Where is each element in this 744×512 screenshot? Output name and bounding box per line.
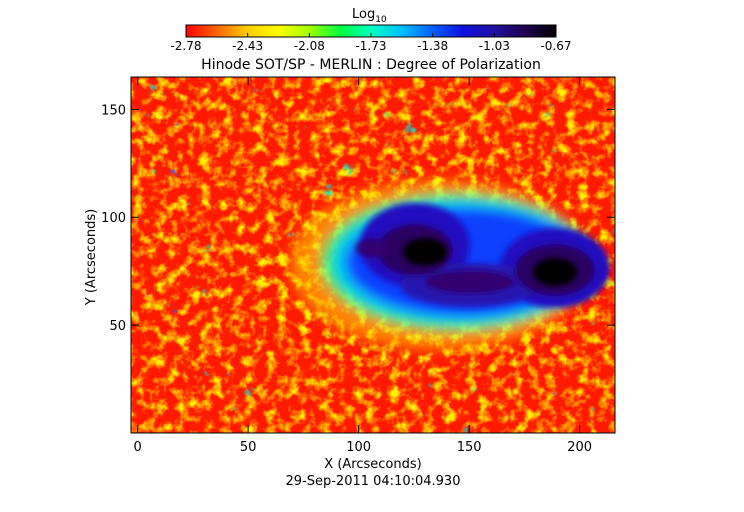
colorbar-tick-label: -1.38 bbox=[417, 39, 448, 53]
x-tick-label: 0 bbox=[133, 440, 141, 455]
y-tick-label: 150 bbox=[101, 103, 126, 118]
x-tick-label: 150 bbox=[457, 440, 482, 455]
colorbar-ticks: -2.78 -2.43 -2.08 -1.73 -1.38 -1.03 -0.67 bbox=[170, 33, 572, 53]
colorbar-tick-label: -2.43 bbox=[232, 39, 263, 53]
colorbar-tick-label: -1.03 bbox=[479, 39, 510, 53]
y-tick-label: 50 bbox=[109, 319, 126, 334]
timestamp: 29-Sep-2011 04:10:04.930 bbox=[286, 474, 461, 489]
x-tick-label: 200 bbox=[567, 440, 592, 455]
y-tick-label: 100 bbox=[101, 211, 126, 226]
chart-title: Hinode SOT/SP - MERLIN : Degree of Polar… bbox=[201, 57, 541, 73]
colorbar-tick-label: -2.78 bbox=[170, 39, 201, 53]
y-axis-ticks: 50 100 150 bbox=[101, 103, 615, 334]
x-tick-label: 50 bbox=[240, 440, 257, 455]
y-axis-label: Y (Arcseconds) bbox=[84, 209, 99, 306]
colorbar-label: Log10 bbox=[352, 7, 387, 25]
x-tick-label: 100 bbox=[346, 440, 371, 455]
x-axis-ticks: 0 50 100 150 200 bbox=[133, 77, 592, 455]
plot-frame bbox=[130, 76, 616, 434]
colorbar-tick-label: -2.08 bbox=[294, 39, 325, 53]
polarization-map bbox=[131, 77, 615, 433]
x-axis-label: X (Arcseconds) bbox=[324, 457, 421, 472]
colorbar-tick-label: -1.73 bbox=[355, 39, 386, 53]
colorbar-tick-label: -0.67 bbox=[540, 39, 571, 53]
